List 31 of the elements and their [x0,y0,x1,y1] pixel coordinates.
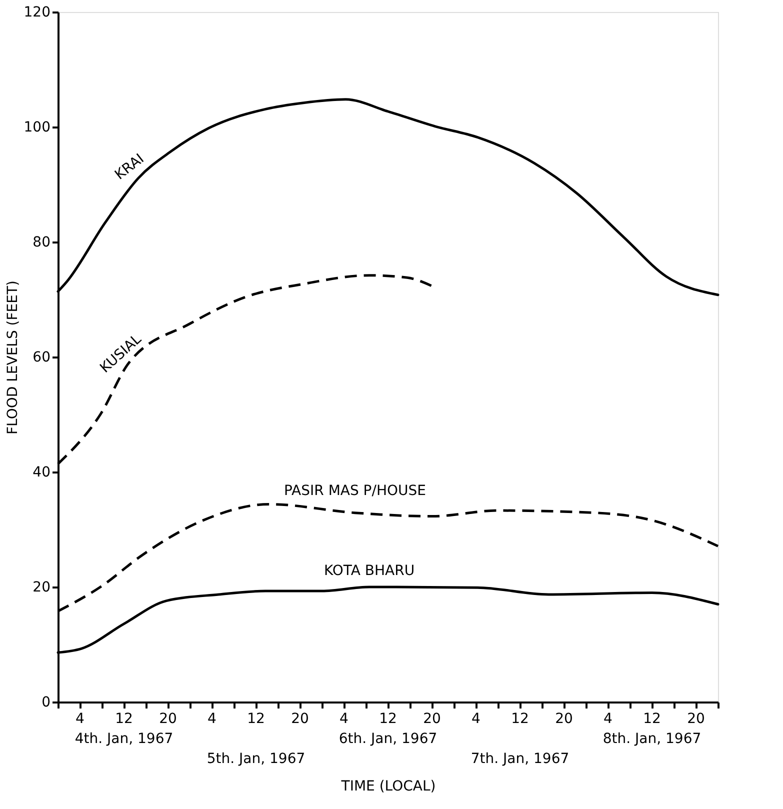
x-tick-label: 20 [159,711,177,727]
y-axis-title: FLOOD LEVELS (FEET) [4,280,21,435]
x-tick-label: 4 [340,711,349,727]
x-tick-label: 4 [472,711,481,727]
text: 6th. Jan, 1967 [338,731,438,747]
x-tick-label: 12 [247,711,265,727]
x-tick-label: 20 [555,711,573,727]
y-tick-label: 0 [42,694,50,710]
y-tick-label: 40 [32,464,50,480]
text: 5th. Jan, 1967 [206,751,306,767]
x-tick-label: 12 [115,711,133,727]
y-tick-label: 80 [32,234,50,250]
x-tick-label: 20 [687,711,705,727]
x-tick-label: 12 [379,711,397,727]
x-tick-label: 20 [291,711,309,727]
y-tick-label: 120 [24,4,50,20]
x-tick-label: 12 [511,711,529,727]
text: 4th. Jan, 1967 [74,731,174,747]
x-tick-label: 4 [76,711,85,727]
text: 7th. Jan, 1967 [470,751,570,767]
x-tick-label: 4 [604,711,613,727]
x-tick-label: 4 [208,711,217,727]
x-axis-title: TIME (LOCAL) [340,778,436,794]
x-tick-label: 20 [423,711,441,727]
y-tick-label: 20 [32,580,50,596]
y-tick-label: 60 [32,350,50,366]
y-tick-label: 100 [24,120,50,136]
x-tick-label: 12 [643,711,661,727]
series-label: PASIR MAS P/HOUSE [284,482,426,499]
text: 8th. Jan, 1967 [602,731,702,747]
series-label: KOTA BHARU [324,563,415,579]
